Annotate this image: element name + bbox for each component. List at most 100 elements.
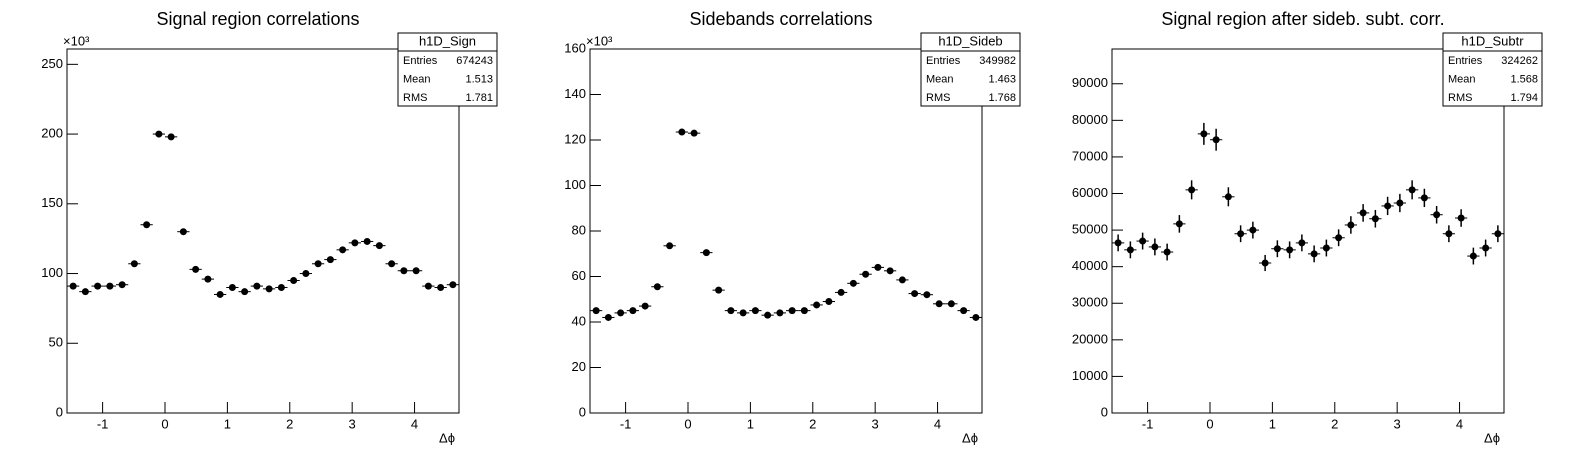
marker bbox=[339, 246, 347, 254]
marker bbox=[81, 288, 89, 296]
marker bbox=[388, 260, 396, 268]
x-tick-label: -1 bbox=[620, 416, 632, 431]
stats-value: 324262 bbox=[1501, 55, 1538, 67]
y-tick-label: 70000 bbox=[1072, 148, 1108, 163]
x-tick-label: 1 bbox=[224, 416, 231, 431]
y-tick-label: 90000 bbox=[1072, 75, 1108, 90]
y-tick-label: 20000 bbox=[1072, 331, 1108, 346]
marker bbox=[923, 291, 931, 299]
marker bbox=[898, 276, 906, 284]
marker bbox=[241, 288, 249, 296]
marker bbox=[167, 133, 175, 141]
x-axis-label: Δϕ bbox=[1484, 430, 1500, 445]
x-tick-label: 1 bbox=[747, 416, 754, 431]
marker bbox=[935, 300, 943, 308]
y-tick-label: 80 bbox=[572, 222, 586, 237]
stats-label: Mean bbox=[1448, 73, 1476, 85]
marker bbox=[849, 279, 857, 287]
y-tick-label: 0 bbox=[56, 404, 63, 419]
marker bbox=[972, 313, 980, 321]
y-tick-label: 20 bbox=[572, 359, 586, 374]
stats-title: h1D_Sign bbox=[419, 33, 476, 48]
marker bbox=[690, 129, 698, 137]
marker bbox=[874, 263, 882, 271]
marker bbox=[911, 290, 919, 298]
stats-label: Entries bbox=[926, 55, 961, 67]
marker bbox=[130, 260, 138, 268]
marker bbox=[1408, 186, 1416, 194]
marker bbox=[1212, 136, 1220, 144]
marker bbox=[788, 307, 796, 315]
marker bbox=[617, 309, 625, 317]
panel-title: Signal region correlations bbox=[156, 9, 359, 29]
marker bbox=[813, 301, 821, 309]
marker bbox=[449, 281, 457, 289]
marker bbox=[1188, 186, 1196, 194]
y-tick-label: 40000 bbox=[1072, 258, 1108, 273]
stats-value: 674243 bbox=[456, 55, 493, 67]
marker bbox=[702, 249, 710, 257]
y-tick-label: 100 bbox=[41, 265, 63, 280]
marker bbox=[1494, 230, 1502, 238]
marker bbox=[1469, 252, 1477, 260]
x-tick-label: 2 bbox=[809, 416, 816, 431]
stats-label: Mean bbox=[926, 73, 954, 85]
x-tick-label: 4 bbox=[934, 416, 941, 431]
stats-value: 1.568 bbox=[1510, 73, 1538, 85]
marker bbox=[1249, 226, 1257, 234]
stats-title: h1D_Subtr bbox=[1461, 33, 1524, 48]
stats-label: Mean bbox=[403, 73, 431, 85]
marker bbox=[1139, 237, 1147, 245]
marker bbox=[629, 307, 637, 315]
y-tick-label: 40 bbox=[572, 313, 586, 328]
marker bbox=[886, 267, 894, 275]
panel-title: Sidebands correlations bbox=[689, 9, 872, 29]
y-tick-label: 150 bbox=[41, 195, 63, 210]
marker bbox=[800, 307, 808, 315]
y-tick-label: 0 bbox=[1101, 404, 1108, 419]
x-tick-label: 4 bbox=[411, 416, 418, 431]
stats-title: h1D_Sideb bbox=[938, 33, 1002, 48]
marker bbox=[739, 309, 747, 317]
y-tick-label: 80000 bbox=[1072, 112, 1108, 127]
marker bbox=[118, 281, 126, 289]
stats-value: 1.463 bbox=[988, 73, 1016, 85]
marker bbox=[143, 221, 151, 229]
marker bbox=[106, 282, 114, 290]
marker bbox=[437, 283, 445, 291]
marker bbox=[94, 282, 102, 290]
marker bbox=[1322, 244, 1330, 252]
x-tick-label: 2 bbox=[1331, 416, 1338, 431]
stats-label: RMS bbox=[926, 92, 950, 104]
stats-label: RMS bbox=[403, 92, 427, 104]
stats-box bbox=[397, 32, 498, 107]
marker bbox=[751, 307, 759, 315]
marker bbox=[837, 288, 845, 296]
y-tick-label: 50 bbox=[49, 335, 63, 350]
marker bbox=[776, 309, 784, 317]
marker bbox=[1396, 199, 1404, 207]
x-tick-label: -1 bbox=[1142, 416, 1154, 431]
stats-value: 349982 bbox=[979, 55, 1016, 67]
marker bbox=[825, 298, 833, 306]
marker bbox=[1261, 259, 1269, 267]
marker bbox=[216, 290, 224, 298]
stats-label: Entries bbox=[1448, 55, 1483, 67]
x-tick-label: 3 bbox=[1394, 416, 1401, 431]
marker bbox=[326, 256, 334, 264]
stats-box bbox=[1442, 32, 1543, 107]
y-tick-label: 60 bbox=[572, 268, 586, 283]
marker bbox=[1347, 221, 1355, 229]
y-tick-label: 10000 bbox=[1072, 368, 1108, 383]
y-tick-label: 0 bbox=[579, 404, 586, 419]
marker bbox=[947, 300, 955, 308]
y-tick-label: 60000 bbox=[1072, 185, 1108, 200]
y-tick-label: 140 bbox=[564, 86, 586, 101]
x-tick-label: 0 bbox=[684, 416, 691, 431]
marker bbox=[1482, 244, 1490, 252]
marker bbox=[314, 260, 322, 268]
x-tick-label: 0 bbox=[1206, 416, 1213, 431]
marker bbox=[764, 311, 772, 319]
marker bbox=[666, 242, 674, 250]
